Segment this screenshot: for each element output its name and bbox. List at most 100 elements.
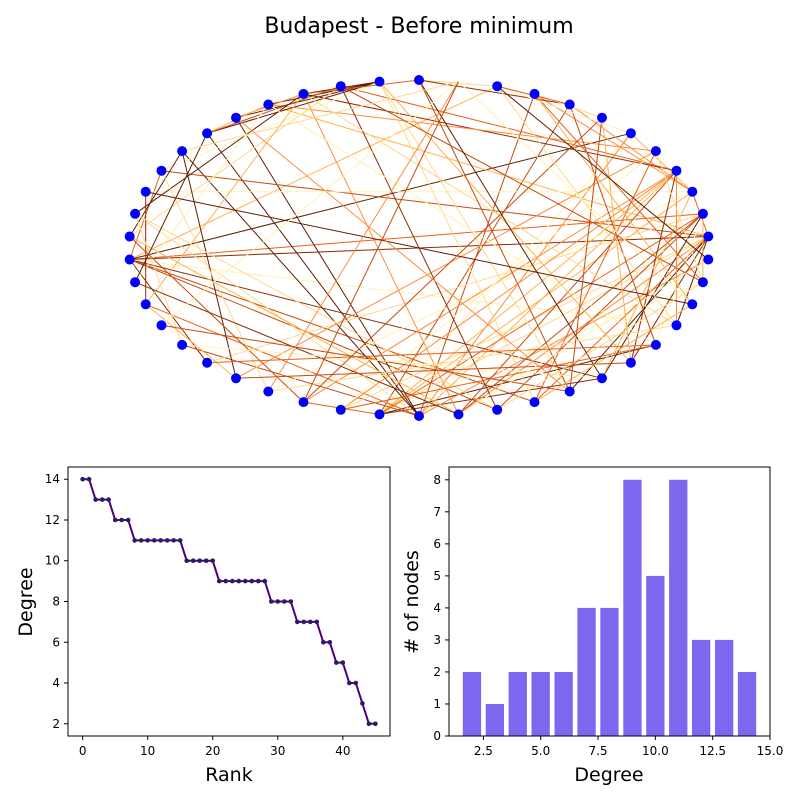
network-node	[564, 99, 575, 110]
network-edge	[303, 117, 603, 403]
network-edge	[418, 79, 571, 392]
network-node	[263, 386, 274, 397]
hist-y-tick-label: 2	[433, 665, 441, 679]
network-node	[130, 208, 141, 219]
hist-bar	[531, 672, 550, 736]
network-node	[697, 277, 708, 288]
hist-x-tick-label: 5.0	[531, 744, 550, 758]
network-node	[263, 99, 274, 110]
rank-point	[288, 599, 294, 604]
rank-point	[353, 680, 359, 686]
network-edge	[134, 213, 420, 417]
network-node	[687, 299, 698, 310]
network-edge	[569, 104, 657, 346]
network-node	[124, 231, 135, 242]
network-edge	[379, 170, 677, 415]
hist-x-tick-label: 7.5	[588, 744, 607, 758]
network-edge	[182, 344, 603, 379]
network-edge	[134, 133, 208, 283]
rank-point	[243, 578, 248, 584]
rank-x-tick-label: 30	[270, 744, 285, 758]
network-edges	[129, 79, 709, 417]
hist-y-tick-label: 8	[433, 473, 441, 487]
rank-point	[321, 640, 326, 645]
rank-point	[190, 558, 196, 563]
network-edge	[534, 93, 693, 305]
network-node	[231, 112, 241, 123]
network-edge	[303, 81, 459, 403]
network-edge	[129, 236, 304, 403]
rank-x-ticks: 0 10 20 30 40	[79, 736, 350, 758]
network-edge	[235, 117, 571, 392]
network-edge	[496, 85, 709, 260]
network-edge	[340, 85, 704, 283]
network-node	[177, 146, 188, 157]
rank-y-label: Degree	[15, 567, 37, 636]
rank-point	[360, 701, 365, 706]
rank-point	[177, 538, 183, 543]
hist-plot-frame	[448, 466, 771, 737]
network-edge	[181, 344, 420, 417]
network-edge	[235, 150, 657, 379]
network-edge	[268, 104, 656, 152]
rank-point	[93, 497, 98, 502]
rank-point	[282, 599, 287, 604]
network-edge	[129, 132, 632, 260]
hist-y-tick-label: 3	[433, 633, 441, 647]
rank-x-tick-label: 20	[205, 744, 220, 758]
network-edge	[161, 81, 459, 326]
rank-point	[112, 517, 118, 523]
rank-x-tick-label: 0	[79, 744, 87, 758]
network-graph	[124, 75, 714, 421]
network-edge	[145, 191, 693, 305]
network-node	[335, 81, 346, 92]
rank-point	[314, 619, 320, 625]
network-node	[492, 404, 503, 415]
network-edge	[161, 324, 570, 392]
rank-point	[138, 538, 144, 543]
network-edge	[340, 150, 657, 411]
rank-degree-plot: 0 10 20 30 40 2 4 6 8 10 12 14 Rank Degree	[15, 466, 391, 786]
network-edge	[268, 324, 677, 392]
network-edge	[630, 132, 693, 193]
network-edge	[418, 93, 535, 417]
rank-point	[119, 517, 124, 523]
rank-point	[203, 558, 209, 563]
hist-bar	[600, 607, 619, 736]
rank-x-tick-label: 40	[335, 744, 350, 758]
network-edge	[379, 81, 632, 364]
network-edge	[379, 213, 704, 415]
network-node	[414, 411, 424, 421]
hist-y-tick-label: 7	[433, 505, 441, 519]
network-node	[597, 112, 607, 123]
rank-point	[171, 538, 176, 543]
rank-point	[249, 578, 255, 584]
network-node	[156, 320, 167, 331]
network-edge	[534, 303, 693, 403]
network-edge	[418, 79, 603, 379]
network-edge	[379, 191, 693, 415]
network-edge	[458, 236, 709, 415]
network-edge	[206, 133, 420, 417]
network-edge	[235, 117, 420, 417]
network-edge	[303, 93, 677, 172]
rank-point	[327, 640, 333, 645]
rank-series	[80, 476, 378, 727]
hist-bar	[669, 479, 688, 736]
rank-point	[164, 538, 170, 543]
rank-point	[184, 558, 189, 563]
network-node	[687, 186, 698, 197]
network-node	[414, 75, 424, 85]
rank-y-tick-label: 10	[45, 554, 60, 568]
hist-bar	[462, 672, 482, 736]
network-edge	[145, 303, 237, 379]
network-edge	[268, 191, 693, 392]
rank-point	[106, 497, 111, 502]
network-node	[124, 254, 135, 265]
network-node	[625, 128, 636, 139]
rank-y-ticks: 2 4 6 8 10 12 14	[45, 472, 68, 731]
rank-point	[216, 578, 222, 584]
hist-bar	[623, 479, 642, 736]
network-edge	[534, 236, 709, 403]
